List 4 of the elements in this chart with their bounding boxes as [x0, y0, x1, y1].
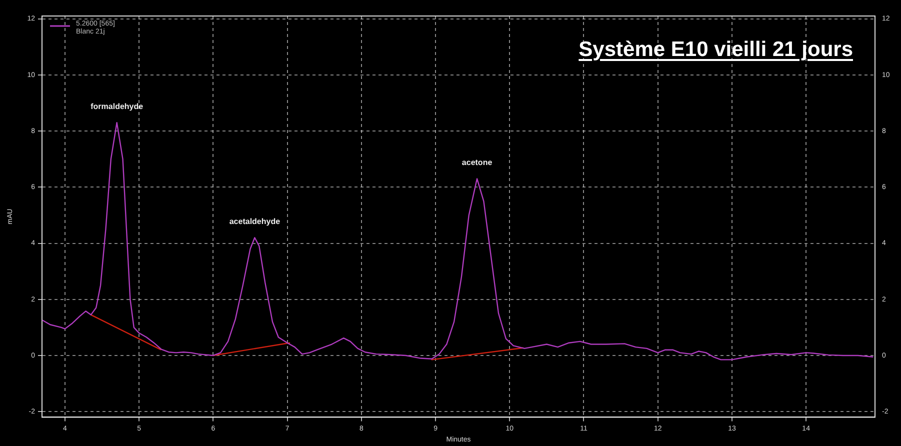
text: Système E10 vieilli 21 jours — [578, 38, 853, 62]
annotation: formaldehyde — [90, 102, 144, 111]
annotation: acetone — [462, 158, 493, 167]
annotation: acetaldehyde — [229, 216, 281, 226]
